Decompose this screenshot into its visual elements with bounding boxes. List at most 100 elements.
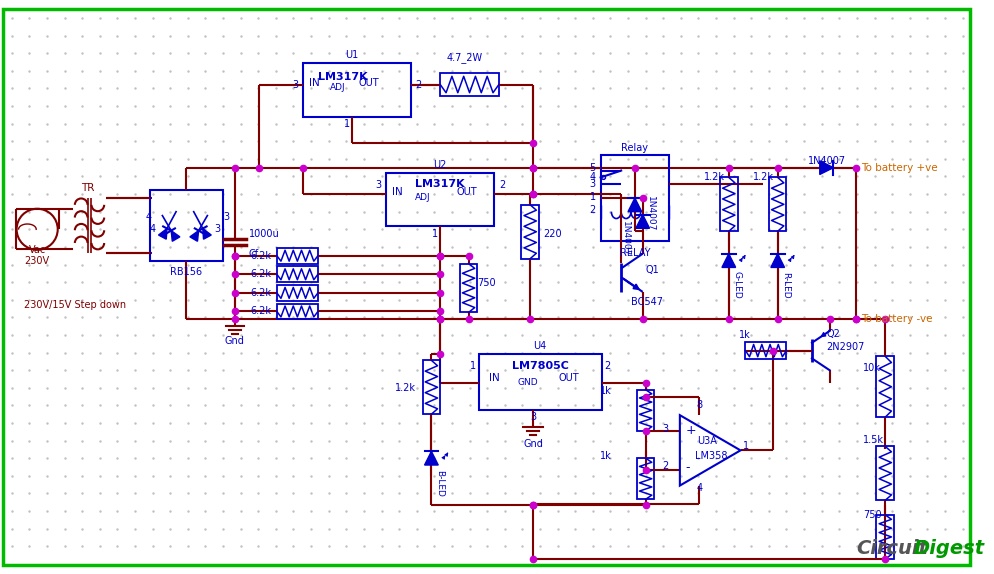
Bar bbox=[636, 458, 654, 499]
Text: 3: 3 bbox=[223, 212, 229, 222]
Text: 2: 2 bbox=[415, 80, 421, 90]
Polygon shape bbox=[171, 231, 180, 241]
Text: 6.2k: 6.2k bbox=[249, 251, 270, 261]
Text: 1.2k: 1.2k bbox=[752, 172, 773, 183]
Bar bbox=[768, 177, 785, 231]
Text: 1: 1 bbox=[431, 229, 438, 239]
Polygon shape bbox=[770, 254, 783, 267]
Text: R-LED: R-LED bbox=[781, 272, 790, 298]
Text: 3: 3 bbox=[589, 179, 595, 189]
Text: 6.2k: 6.2k bbox=[249, 288, 270, 298]
Text: Q1: Q1 bbox=[645, 265, 659, 276]
Polygon shape bbox=[158, 228, 167, 239]
Text: 1N4007: 1N4007 bbox=[645, 196, 654, 231]
Text: LM358: LM358 bbox=[694, 451, 727, 461]
Text: U1: U1 bbox=[345, 50, 359, 60]
Text: U2: U2 bbox=[433, 160, 446, 170]
Text: 1k: 1k bbox=[738, 330, 749, 340]
Bar bbox=[876, 515, 894, 559]
Bar bbox=[439, 73, 498, 96]
Text: 1k: 1k bbox=[599, 386, 610, 395]
Text: ADJ: ADJ bbox=[329, 83, 345, 92]
Text: 2N2907: 2N2907 bbox=[826, 342, 864, 352]
Text: 3: 3 bbox=[375, 180, 381, 190]
Text: 4.7_2W: 4.7_2W bbox=[445, 52, 482, 63]
Text: 1N4007: 1N4007 bbox=[620, 222, 629, 257]
Text: 2: 2 bbox=[604, 361, 610, 371]
Text: 2: 2 bbox=[661, 461, 667, 471]
Text: Gnd: Gnd bbox=[523, 439, 543, 448]
Text: 1k: 1k bbox=[599, 451, 610, 461]
Text: 4: 4 bbox=[696, 483, 702, 492]
Bar bbox=[276, 266, 318, 282]
Text: IN: IN bbox=[489, 373, 499, 383]
Text: RB156: RB156 bbox=[170, 267, 202, 277]
Polygon shape bbox=[627, 198, 641, 212]
Text: 2: 2 bbox=[588, 205, 595, 215]
Polygon shape bbox=[203, 228, 211, 239]
Bar bbox=[276, 304, 318, 319]
Bar bbox=[745, 342, 785, 359]
Bar bbox=[876, 447, 894, 501]
Bar bbox=[600, 155, 668, 241]
Text: 750: 750 bbox=[862, 510, 881, 520]
Text: 1.2k: 1.2k bbox=[395, 383, 415, 393]
Bar bbox=[459, 263, 477, 312]
Text: Vac: Vac bbox=[29, 245, 46, 255]
Text: IN: IN bbox=[309, 77, 319, 88]
Text: 4: 4 bbox=[589, 172, 595, 183]
Text: 1: 1 bbox=[470, 361, 476, 371]
Text: 1: 1 bbox=[589, 192, 595, 202]
Bar bbox=[720, 177, 737, 231]
Text: U4: U4 bbox=[533, 341, 546, 351]
Text: 1.2k: 1.2k bbox=[704, 172, 725, 183]
Text: 1: 1 bbox=[742, 441, 747, 451]
Text: 220: 220 bbox=[543, 229, 561, 239]
Text: To battery -ve: To battery -ve bbox=[860, 315, 931, 324]
Bar bbox=[149, 190, 223, 261]
Text: +: + bbox=[685, 424, 696, 437]
Text: TR: TR bbox=[82, 183, 94, 193]
Text: Relay: Relay bbox=[620, 143, 648, 153]
Text: OUT: OUT bbox=[359, 77, 379, 88]
Text: 1N4007: 1N4007 bbox=[807, 156, 845, 166]
Polygon shape bbox=[722, 254, 735, 267]
Text: 1: 1 bbox=[344, 119, 350, 129]
Text: LM7805C: LM7805C bbox=[511, 361, 568, 371]
Text: Digest: Digest bbox=[912, 538, 984, 558]
Text: G-LED: G-LED bbox=[732, 271, 741, 299]
Bar bbox=[303, 63, 411, 117]
Text: Gnd: Gnd bbox=[225, 336, 245, 346]
Bar bbox=[422, 360, 439, 414]
Text: RELAY: RELAY bbox=[619, 248, 649, 258]
Text: OUT: OUT bbox=[456, 187, 477, 197]
Text: IN: IN bbox=[392, 187, 403, 197]
Text: 230V: 230V bbox=[25, 255, 50, 266]
Text: 2: 2 bbox=[498, 180, 505, 190]
Bar bbox=[521, 205, 539, 259]
Text: To battery +ve: To battery +ve bbox=[860, 162, 936, 173]
Bar bbox=[276, 248, 318, 263]
Text: -: - bbox=[685, 461, 690, 475]
Text: LM317K: LM317K bbox=[317, 72, 367, 82]
Text: 6.2k: 6.2k bbox=[249, 307, 270, 316]
Text: 3: 3 bbox=[530, 412, 536, 422]
Polygon shape bbox=[190, 231, 199, 241]
Text: 1000u: 1000u bbox=[248, 229, 279, 239]
Text: LM317K: LM317K bbox=[414, 179, 464, 189]
Text: GND: GND bbox=[518, 378, 538, 387]
Polygon shape bbox=[819, 161, 833, 174]
Text: 4: 4 bbox=[145, 212, 151, 222]
Text: 1.5k: 1.5k bbox=[862, 435, 883, 445]
Polygon shape bbox=[635, 215, 649, 228]
Polygon shape bbox=[424, 451, 437, 465]
Text: Cf: Cf bbox=[248, 249, 258, 259]
Text: 3: 3 bbox=[214, 224, 220, 234]
Bar bbox=[386, 173, 493, 226]
Text: 5: 5 bbox=[588, 162, 595, 173]
Text: BC547: BC547 bbox=[630, 297, 662, 307]
Text: B-LED: B-LED bbox=[434, 470, 444, 497]
Text: 3: 3 bbox=[661, 424, 667, 434]
Text: ADJ: ADJ bbox=[414, 192, 430, 201]
Bar bbox=[636, 390, 654, 431]
